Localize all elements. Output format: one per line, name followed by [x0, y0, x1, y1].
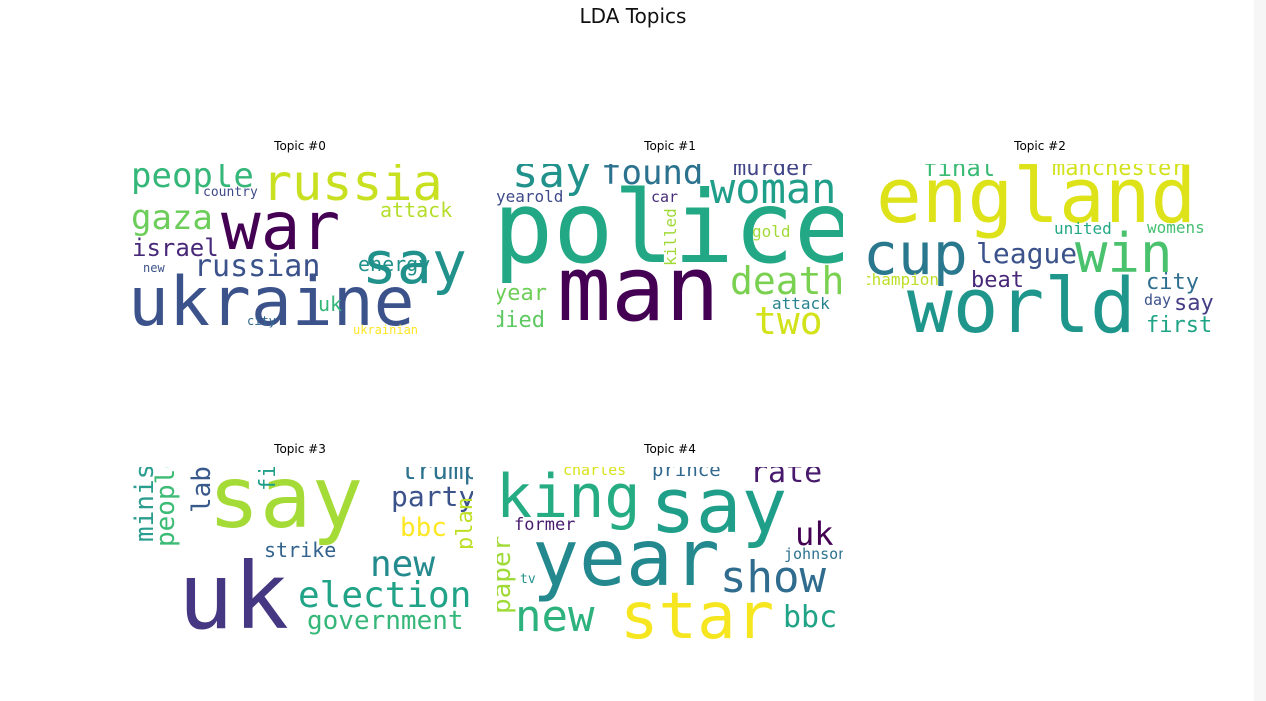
cloud-word: minister	[130, 467, 160, 542]
cloud-word: cup	[867, 220, 968, 288]
cloud-word: party	[391, 480, 473, 513]
cloud-word: star	[620, 580, 774, 640]
cloud-word: country	[203, 185, 258, 200]
cloud-word: trump	[401, 467, 473, 486]
panel-title: Topic #0	[274, 139, 326, 153]
cloud-word: death	[730, 259, 843, 303]
cloud-word: champion	[867, 270, 939, 289]
cloud-word: new	[515, 591, 595, 640]
cloud-word: womens	[1147, 218, 1205, 237]
cloud-word: king	[497, 467, 641, 532]
cloud-word: say	[1174, 291, 1213, 316]
cloud-word: city	[1146, 270, 1199, 295]
cloud-word: beat	[971, 268, 1024, 293]
cloud-word: ukrainian	[353, 323, 418, 337]
cloud-word: energy	[358, 252, 430, 276]
cloud-word: bbc	[783, 600, 837, 635]
cloud-word: police	[497, 169, 843, 286]
cloud-word: say	[512, 164, 591, 198]
cloud-word: government	[307, 606, 464, 636]
window-edge	[1254, 0, 1266, 701]
cloud-word: killed	[661, 208, 680, 266]
cloud-word: strike	[264, 538, 336, 562]
cloud-word: plan	[453, 497, 473, 550]
cloud-word: car	[651, 188, 678, 206]
cloud-word: war	[221, 188, 340, 265]
cloud-word: show	[720, 552, 826, 603]
cloud-word: attack	[772, 294, 830, 313]
cloud-word: league	[976, 237, 1077, 270]
panel-title: Topic #2	[1014, 139, 1066, 153]
cloud-word: day	[1144, 291, 1171, 309]
cloud-word: uk	[178, 543, 289, 640]
cloud-word: died	[497, 308, 545, 333]
cloud-word: ukraine	[128, 263, 415, 337]
cloud-word: tv	[520, 572, 536, 587]
cloud-word: city	[247, 314, 276, 328]
cloud-word: israel	[132, 234, 219, 262]
cloud-word: new	[143, 261, 165, 275]
cloud-word: rate	[750, 467, 822, 490]
cloud-word: man	[557, 237, 720, 337]
cloud-word: england	[876, 164, 1196, 240]
cloud-word: final	[923, 164, 995, 182]
cloud-word: russia	[262, 164, 443, 212]
cloud-word: gaza	[131, 198, 213, 238]
cloud-word: world	[907, 261, 1136, 337]
cloud-word: say	[208, 467, 363, 548]
cloud-word: say	[650, 467, 787, 550]
cloud-word: manchester	[1052, 164, 1184, 181]
cloud-word: attack	[380, 198, 452, 222]
panel-title: Topic #4	[644, 442, 696, 456]
cloud-word: woman	[710, 164, 836, 213]
cloud-word: found	[601, 164, 703, 193]
cloud-word: first	[256, 467, 281, 491]
cloud-word: united	[1054, 219, 1112, 238]
cloud-word: year	[497, 281, 547, 306]
cloud-word: gold	[752, 222, 791, 241]
cloud-word: people	[151, 467, 181, 547]
cloud-word: year	[532, 514, 720, 604]
cloud-word: former	[514, 515, 575, 535]
cloud-word: election	[298, 575, 471, 616]
cloud-word: russian	[194, 249, 320, 284]
cloud-word: uk	[318, 292, 342, 316]
cloud-word: murder	[733, 164, 812, 181]
panel-title: Topic #1	[644, 139, 696, 153]
cloud-word: prince	[652, 467, 721, 481]
cloud-word: johnson	[784, 545, 843, 563]
cloud-word: yearold	[497, 187, 563, 206]
cloud-word: charles	[563, 467, 626, 479]
cloud-word: first	[1146, 313, 1212, 337]
cloud-word: paper	[497, 536, 517, 614]
cloud-word: bbc	[400, 513, 447, 543]
cloud-word: say	[362, 229, 467, 297]
cloud-word: win	[1075, 222, 1173, 285]
cloud-word: uk	[795, 515, 834, 553]
cloud-word: labour	[187, 467, 217, 513]
figure-title: LDA Topics	[579, 4, 687, 28]
cloud-word: two	[754, 299, 823, 337]
cloud-word: people	[131, 164, 254, 196]
panel-title: Topic #3	[274, 442, 326, 456]
cloud-word: new	[370, 544, 435, 585]
